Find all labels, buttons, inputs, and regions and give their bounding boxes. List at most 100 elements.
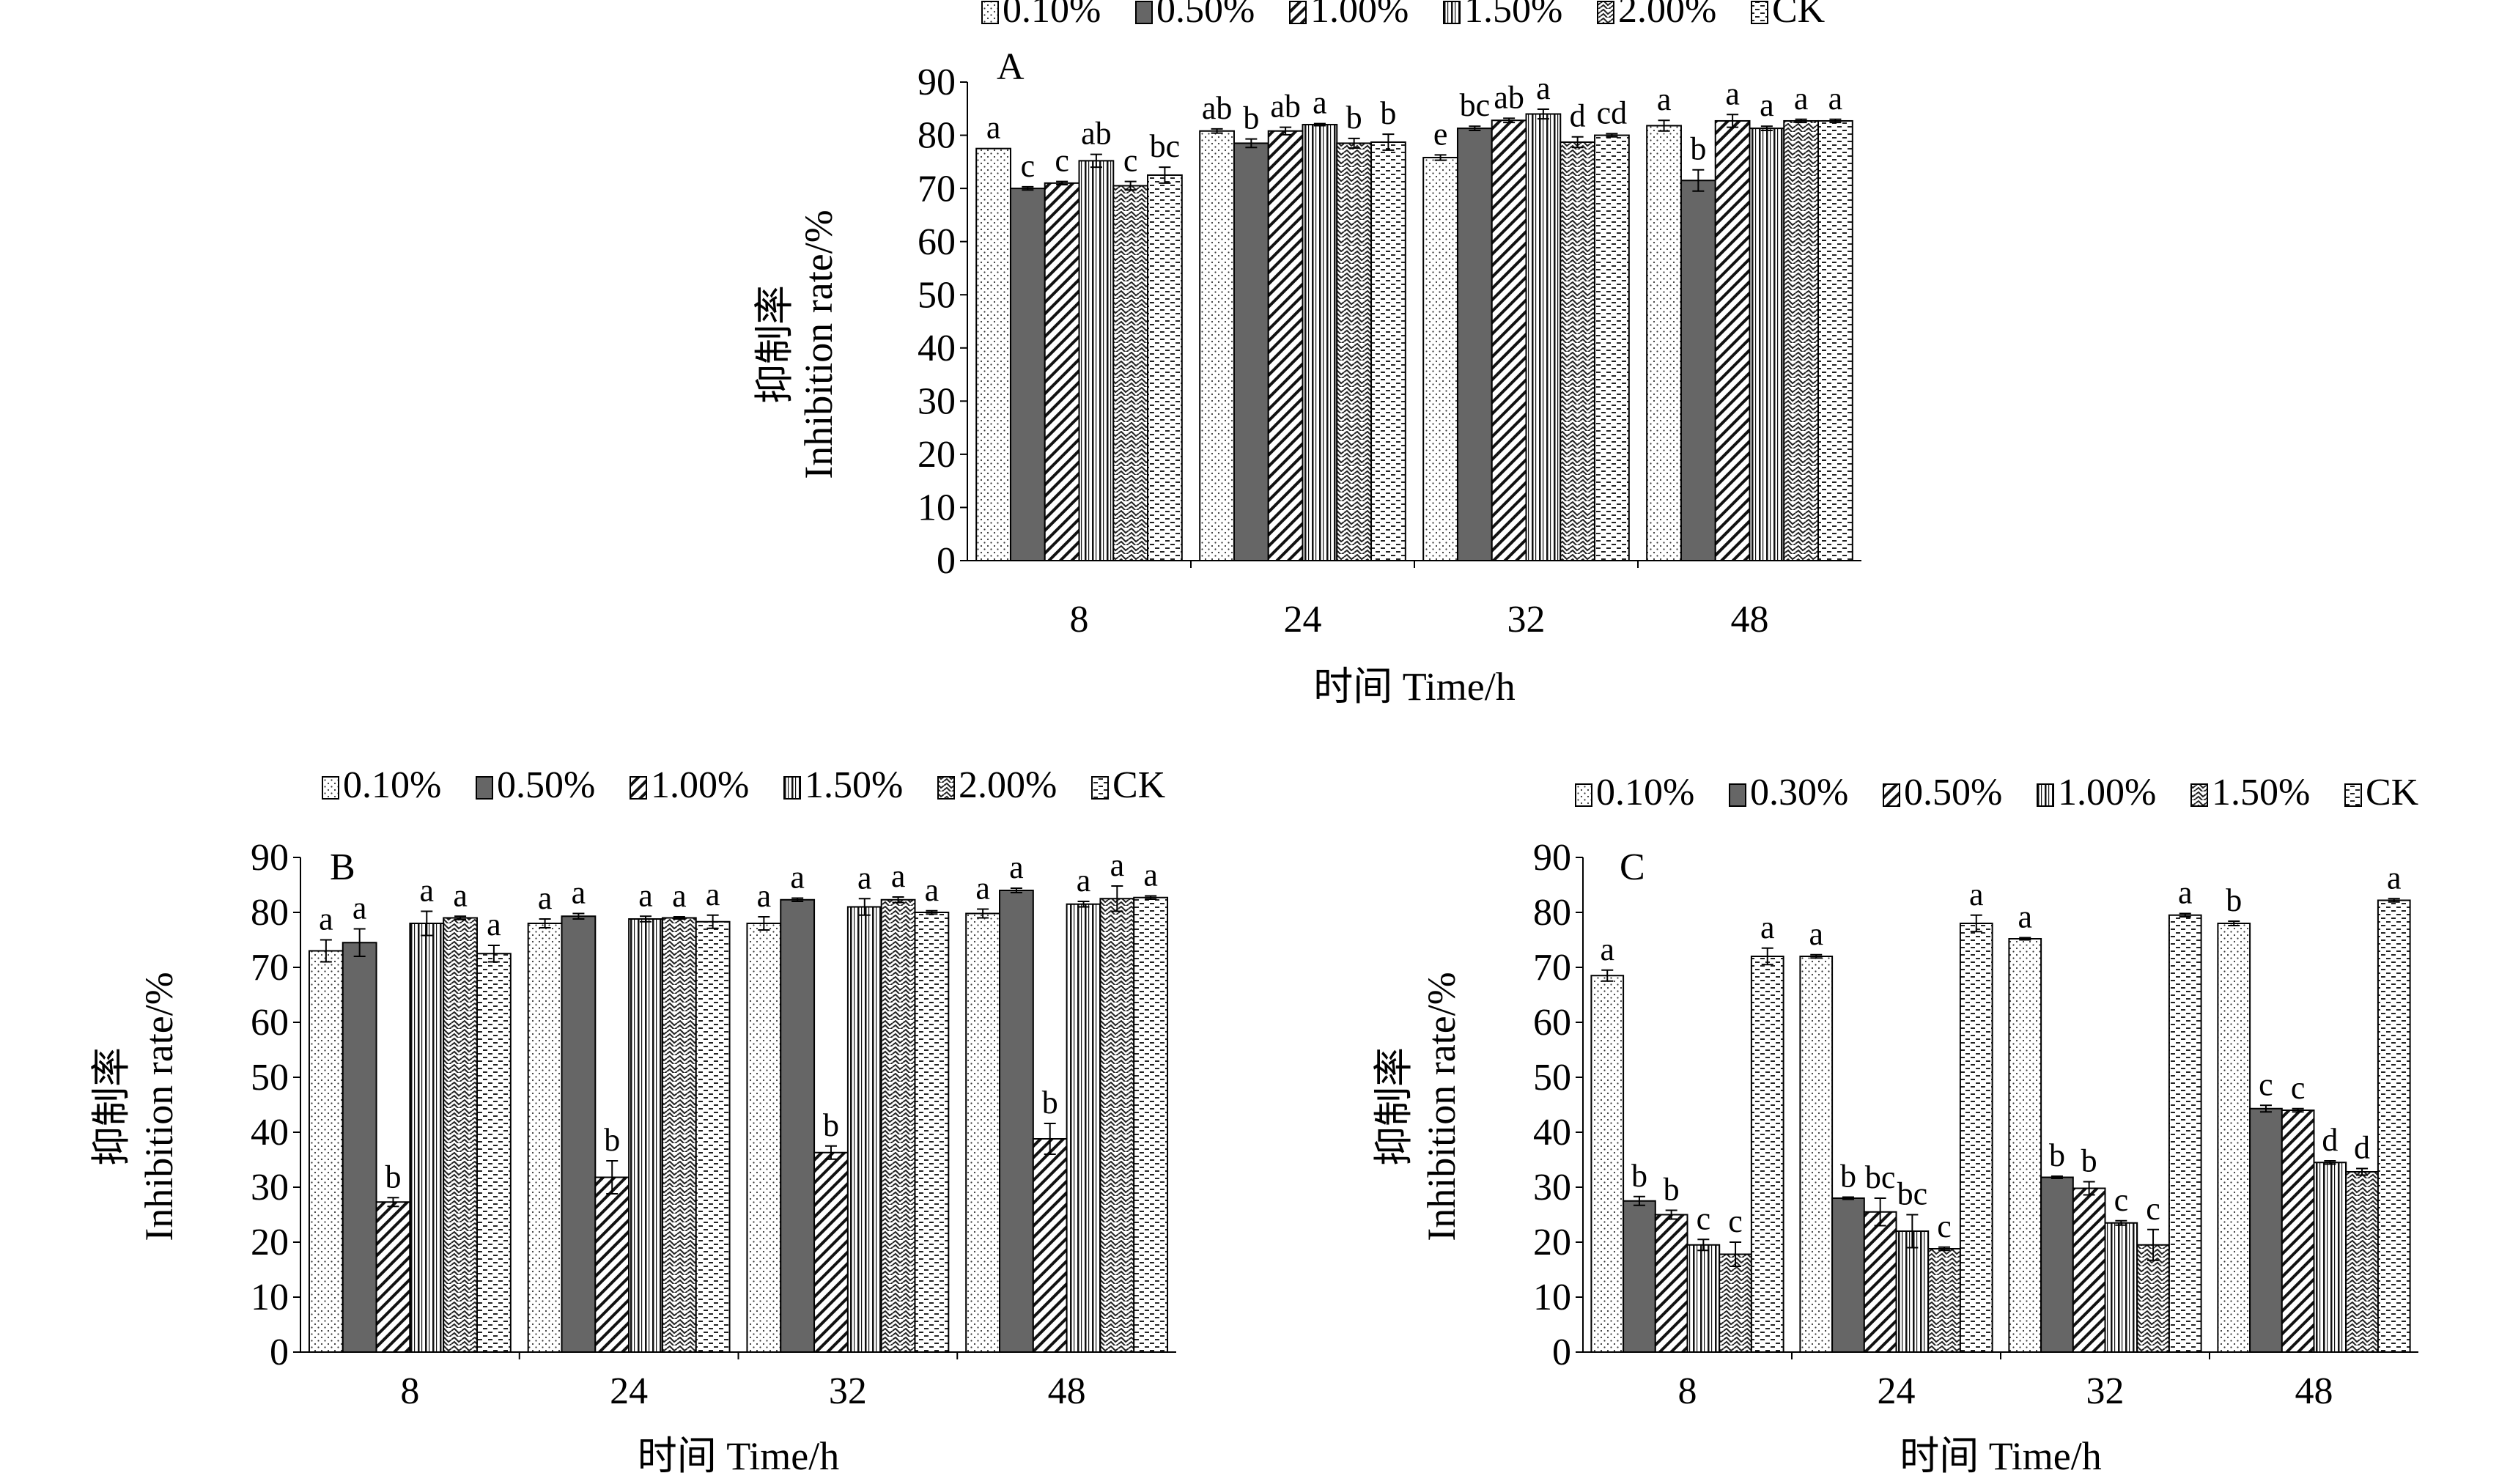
legend-label: 1.50%	[1464, 0, 1562, 31]
significance-letter: b	[1690, 131, 1706, 167]
significance-letter: ab	[1270, 89, 1301, 125]
legend-swatch	[630, 776, 647, 800]
significance-letter: b	[1631, 1158, 1647, 1194]
significance-letter: c	[1055, 143, 1069, 179]
significance-letter: c	[2259, 1066, 2273, 1102]
bar	[914, 912, 950, 1353]
legend-label: 0.10%	[1596, 772, 1694, 813]
legend-swatch	[2037, 783, 2054, 807]
y-tick-label: 80	[251, 892, 289, 934]
bar	[975, 147, 1011, 561]
x-tick-label: 8	[1070, 599, 1089, 641]
significance-letter: b	[1042, 1085, 1058, 1121]
bar	[1680, 180, 1716, 561]
legend-item: 0.10%	[322, 764, 441, 806]
bar	[1044, 182, 1080, 562]
bar	[1112, 185, 1149, 561]
legend-swatch	[1751, 1, 1768, 24]
bar	[661, 917, 697, 1353]
legend-swatch	[783, 776, 801, 800]
y-axis-label-en: Inhibition rate/%	[1420, 972, 1463, 1241]
x-tick-label: 32	[1507, 599, 1546, 641]
significance-letter: c	[1123, 143, 1138, 179]
significance-letter: a	[986, 110, 1001, 146]
significance-letter: b	[2049, 1137, 2065, 1173]
significance-letter: ab	[1081, 116, 1112, 152]
bar	[409, 923, 445, 1353]
bar	[375, 1201, 411, 1353]
significance-letter: a	[638, 877, 653, 913]
bar	[2313, 1162, 2347, 1353]
bar	[561, 915, 597, 1353]
bar	[1863, 1211, 1897, 1353]
significance-letter: a	[2018, 899, 2032, 935]
bar	[813, 1151, 849, 1353]
legend-label: CK	[2366, 772, 2419, 813]
significance-letter: a	[1760, 87, 1774, 123]
x-axis-label: 时间 Time/h	[1900, 1434, 2102, 1478]
bar	[880, 898, 916, 1353]
bar	[1594, 134, 1630, 562]
significance-letter: a	[857, 860, 872, 896]
x-tick-label: 48	[1048, 1370, 1086, 1412]
bar	[1147, 174, 1183, 561]
significance-letter: d	[2322, 1122, 2338, 1158]
significance-letter: a	[757, 878, 772, 914]
y-tick-label: 60	[918, 221, 956, 263]
legend-swatch	[1729, 783, 1746, 807]
bar	[1817, 119, 1853, 561]
legend-item: 0.50%	[1135, 0, 1255, 31]
bar	[999, 890, 1034, 1353]
bar	[1267, 130, 1304, 562]
y-tick-label: 40	[918, 328, 956, 369]
significance-letter: a	[1009, 849, 1024, 885]
bar	[1009, 188, 1046, 561]
x-tick-label: 24	[610, 1370, 648, 1412]
y-tick-label: 90	[251, 837, 289, 879]
legend-item: 2.00%	[937, 764, 1057, 806]
bar	[1032, 1138, 1068, 1353]
x-tick-label: 8	[1678, 1370, 1697, 1412]
significance-letter: c	[1697, 1200, 1711, 1236]
bar	[1099, 898, 1135, 1353]
significance-letter: c	[2291, 1070, 2306, 1106]
significance-letter: bc	[1865, 1159, 1896, 1195]
bar	[476, 953, 512, 1353]
y-axis-label-en: Inhibition rate/%	[797, 210, 841, 479]
significance-letter: a	[453, 877, 468, 913]
y-tick-label: 40	[251, 1112, 289, 1153]
legend-label: CK	[1112, 764, 1166, 806]
significance-letter: a	[1969, 876, 1984, 912]
significance-letter: b	[385, 1159, 401, 1195]
bar	[2008, 938, 2042, 1353]
y-axis-label-en: Inhibition rate/%	[137, 972, 181, 1241]
legend-swatch	[1135, 1, 1153, 24]
legend-item: 1.00%	[630, 764, 749, 806]
legend-swatch	[476, 776, 493, 800]
significance-letter: a	[538, 880, 553, 916]
y-axis-label-cn: 抑制率	[89, 1047, 133, 1166]
significance-letter: b	[1346, 100, 1362, 136]
legend-swatch	[1883, 783, 1900, 807]
y-tick-label: 70	[918, 168, 956, 210]
y-tick-label: 0	[270, 1332, 289, 1373]
significance-letter: bc	[1897, 1176, 1928, 1212]
bar	[1066, 903, 1101, 1353]
legend-label: 0.10%	[343, 764, 441, 806]
legend-item: CK	[2344, 772, 2419, 813]
significance-letter: a	[1725, 75, 1740, 111]
significance-letter: a	[1828, 81, 1843, 117]
y-tick-label: 0	[937, 540, 956, 582]
legend-item: CK	[1751, 0, 1826, 31]
bar	[2249, 1107, 2283, 1353]
y-tick-label: 60	[251, 1002, 289, 1044]
significance-letter: c	[1937, 1208, 1952, 1244]
legend-label: 1.00%	[651, 764, 749, 806]
x-tick-label: 48	[2295, 1370, 2333, 1412]
bar	[308, 950, 344, 1353]
legend-swatch	[981, 1, 999, 24]
y-axis-label-cn: 抑制率	[753, 285, 797, 404]
bar	[1831, 1197, 1865, 1353]
y-tick-label: 90	[918, 62, 956, 103]
bar	[2281, 1110, 2315, 1353]
